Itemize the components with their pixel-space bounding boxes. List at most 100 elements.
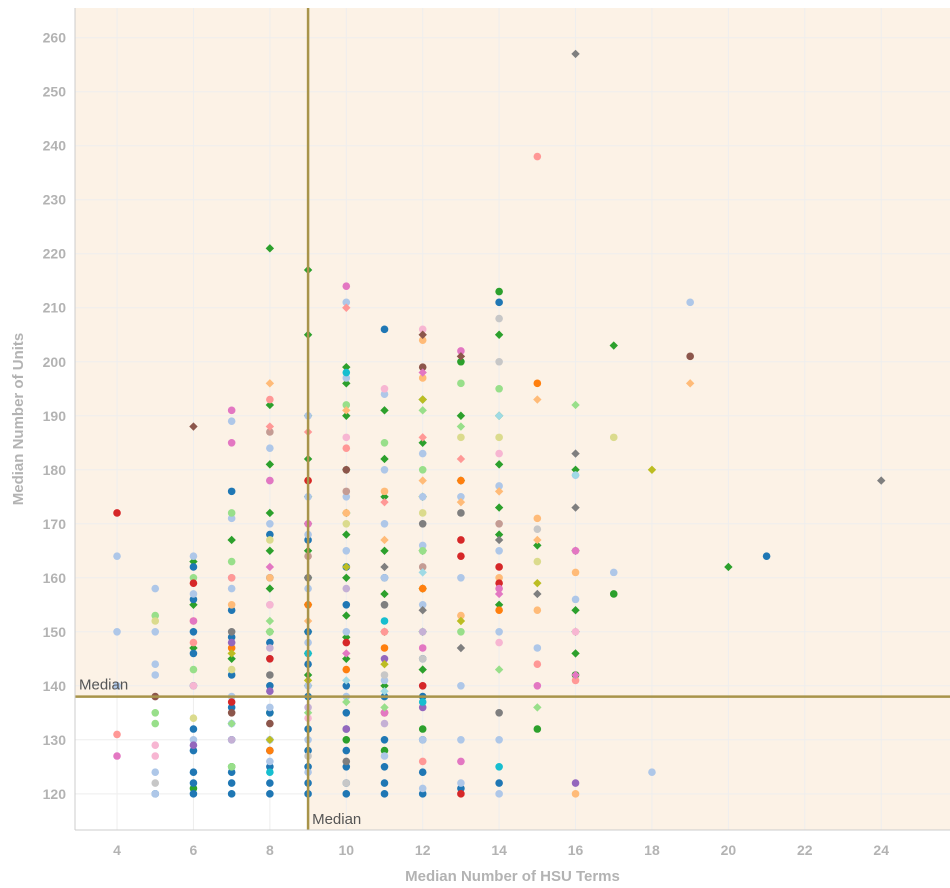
data-point — [189, 736, 198, 744]
x-tick-label: 20 — [721, 842, 737, 858]
data-point — [495, 736, 503, 744]
data-point — [495, 606, 503, 614]
data-point — [686, 352, 694, 361]
data-point — [189, 665, 198, 674]
data-point — [189, 681, 198, 690]
data-point — [266, 763, 274, 771]
data-point — [418, 406, 427, 415]
data-point — [457, 573, 465, 582]
data-point — [418, 681, 427, 690]
data-point — [380, 709, 389, 717]
data-point — [457, 627, 465, 636]
data-point — [418, 703, 427, 712]
data-point — [266, 530, 274, 539]
data-point — [495, 357, 503, 366]
data-point — [457, 611, 465, 620]
data-point — [571, 779, 580, 787]
data-point — [456, 643, 466, 653]
data-point — [533, 589, 542, 599]
data-point — [495, 563, 503, 571]
data-point — [495, 763, 503, 771]
data-point — [342, 649, 351, 658]
data-point — [380, 384, 389, 393]
data-point — [227, 790, 236, 798]
data-point — [189, 600, 198, 609]
data-point — [227, 633, 236, 641]
data-point — [380, 497, 389, 507]
data-point — [380, 671, 389, 679]
data-point — [380, 546, 389, 555]
data-point — [265, 584, 275, 593]
data-point — [342, 779, 351, 787]
x-tick-label: 8 — [266, 842, 274, 858]
data-point — [189, 746, 198, 755]
data-point — [189, 714, 198, 723]
data-point — [418, 784, 427, 793]
data-point — [189, 563, 198, 571]
y-tick-label: 160 — [43, 570, 67, 586]
data-point — [418, 363, 427, 371]
y-tick-label: 210 — [43, 300, 67, 316]
data-point — [380, 681, 389, 690]
data-point — [495, 584, 503, 593]
data-point — [227, 709, 236, 717]
data-point — [877, 476, 886, 485]
y-tick-label: 240 — [43, 138, 67, 154]
data-point — [380, 325, 389, 334]
data-point — [189, 790, 198, 798]
data-point — [533, 152, 542, 161]
data-point — [342, 627, 351, 636]
data-point — [266, 395, 274, 404]
data-point — [265, 735, 275, 745]
data-point — [342, 611, 351, 620]
y-tick-label: 200 — [43, 354, 67, 370]
data-point — [342, 709, 351, 717]
data-point — [494, 665, 504, 674]
data-point — [227, 665, 236, 674]
data-point — [571, 470, 580, 480]
data-point — [380, 703, 389, 712]
data-point — [266, 444, 274, 452]
data-point — [227, 417, 236, 425]
data-point — [457, 790, 465, 798]
data-point — [342, 746, 351, 755]
data-point — [342, 790, 351, 798]
shaded-region-right-of-median — [308, 696, 950, 830]
data-point — [265, 400, 275, 410]
data-point — [456, 454, 466, 464]
data-point — [418, 665, 427, 674]
data-point — [533, 541, 542, 550]
data-point — [189, 725, 198, 733]
data-point — [380, 746, 389, 755]
data-point — [227, 584, 236, 593]
data-point — [533, 395, 542, 404]
data-point — [495, 709, 503, 717]
data-point — [494, 535, 504, 545]
data-point — [533, 557, 542, 566]
data-point — [227, 638, 236, 647]
data-point — [457, 757, 465, 766]
data-point — [151, 741, 160, 750]
data-point — [495, 519, 503, 528]
data-point — [151, 660, 160, 668]
data-point — [189, 638, 198, 647]
data-point — [189, 557, 198, 566]
data-point — [113, 627, 121, 636]
data-point — [533, 514, 542, 523]
data-point — [342, 530, 351, 539]
data-point — [418, 568, 427, 577]
data-point — [227, 487, 236, 496]
y-tick-label: 260 — [43, 30, 67, 46]
data-point — [533, 725, 542, 733]
data-point — [227, 768, 236, 777]
data-point — [380, 390, 389, 398]
data-point — [380, 686, 389, 696]
data-point — [227, 406, 236, 415]
data-point — [571, 595, 580, 604]
data-point — [380, 519, 389, 528]
data-point — [494, 530, 504, 539]
data-point — [571, 449, 580, 458]
data-point — [266, 428, 274, 436]
data-point — [266, 687, 274, 695]
